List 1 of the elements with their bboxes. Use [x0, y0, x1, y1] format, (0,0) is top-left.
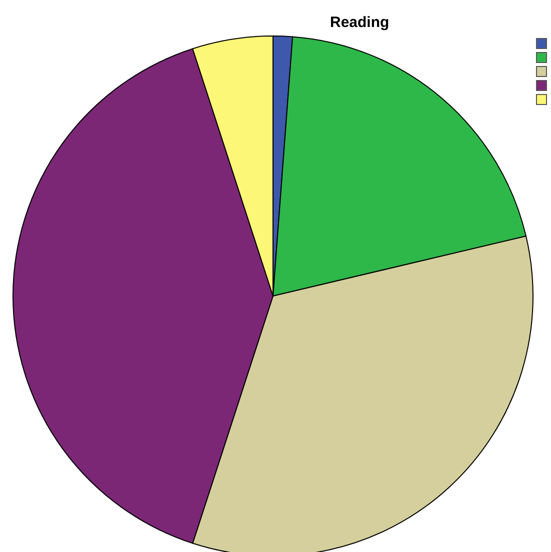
chart-title: Reading	[330, 14, 390, 31]
